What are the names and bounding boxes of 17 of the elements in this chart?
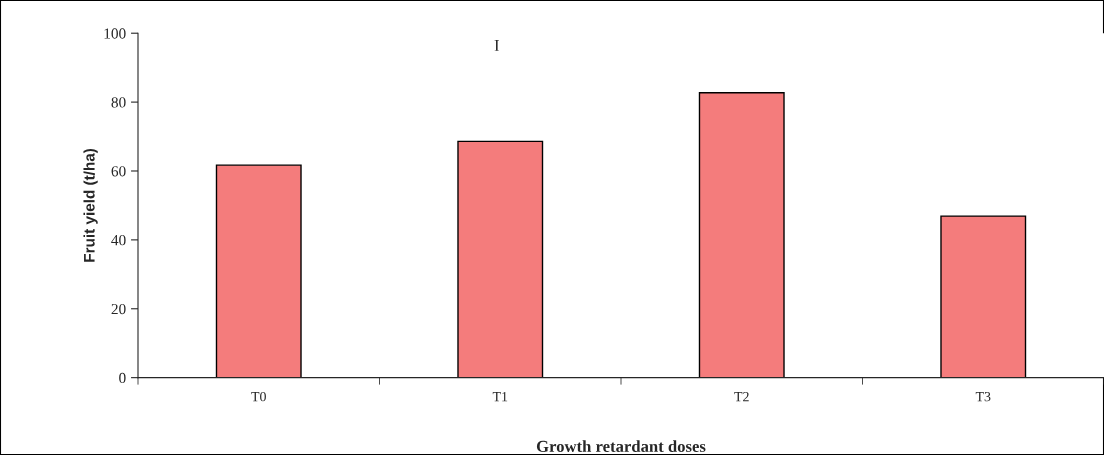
x-tick-label: T0 — [251, 391, 266, 402]
y-tick-label: 60 — [111, 166, 126, 177]
annotation: I — [494, 39, 499, 51]
y-tick-label: 0 — [119, 372, 126, 384]
y-axis-title: Fruit yield (t/ha) — [83, 148, 98, 262]
y-tick-label: 40 — [111, 235, 126, 246]
x-axis-title: Growth retardant doses — [536, 440, 706, 452]
bar — [940, 215, 1027, 378]
bar — [457, 140, 544, 378]
x-tick-label: T2 — [734, 391, 749, 402]
bar — [215, 164, 302, 378]
y-tick-label: 100 — [104, 28, 126, 39]
x-tick-label: T3 — [975, 391, 991, 402]
x-tick-label: T1 — [492, 392, 508, 402]
y-tick-label: 20 — [111, 303, 126, 315]
bar — [698, 92, 785, 378]
y-tick-label: 80 — [111, 97, 126, 108]
